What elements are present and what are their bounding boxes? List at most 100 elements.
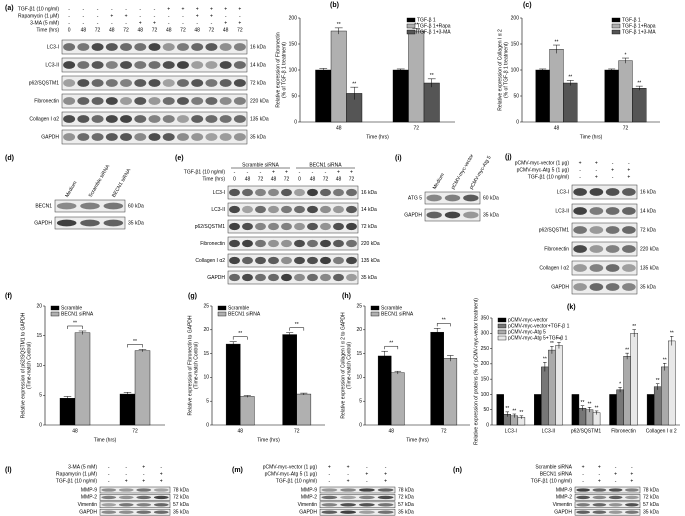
band-signal	[444, 194, 461, 202]
band-signal	[136, 503, 152, 507]
condition-label: pCMV-myc-Atg 5 (1 μg)	[517, 167, 570, 173]
y-tick-label: 0	[516, 119, 519, 125]
band-signal	[622, 283, 636, 291]
band-signal	[242, 205, 253, 214]
band-signal	[605, 283, 620, 291]
band-signal	[622, 226, 636, 234]
bar	[225, 343, 241, 426]
lane-symbol: -	[83, 6, 85, 12]
error-bar	[622, 57, 629, 64]
band-signal	[377, 503, 394, 507]
band-signal	[573, 188, 587, 196]
y-tick-label: 0	[206, 422, 209, 428]
band-signal	[333, 239, 344, 248]
bar	[391, 372, 405, 426]
lane-symbol: +	[630, 471, 633, 477]
band-signal	[134, 43, 147, 51]
bar	[315, 69, 332, 123]
lane-symbol: -	[143, 471, 145, 477]
x-tick-label: 48	[72, 428, 78, 434]
condition-label: 3-MA (5 mM)	[68, 464, 97, 470]
bar	[443, 358, 458, 426]
legend-label: TGF-β 1	[622, 17, 641, 23]
band-signal	[162, 133, 175, 141]
band-signal	[233, 43, 246, 51]
band-label: Collagen I α2	[29, 116, 59, 122]
panel-label: (a)	[5, 5, 14, 12]
condition-label: Rapamycin (1 μM)	[18, 13, 59, 19]
y-tick-label: 0	[486, 422, 489, 428]
significance: **	[625, 347, 629, 353]
band-size: 35 kDa	[643, 510, 659, 516]
lane-symbol: +	[347, 478, 350, 484]
band-label: LC3-I	[213, 190, 225, 196]
lane-symbol: -	[168, 13, 170, 19]
bar	[630, 333, 638, 426]
lane-symbol: +	[139, 20, 142, 26]
bar	[616, 389, 624, 426]
x-tick-label: LC3-I	[505, 428, 517, 434]
panel-label: (f)	[5, 293, 12, 300]
bar	[618, 60, 633, 123]
lane-symbol: -	[139, 6, 141, 12]
band-signal	[608, 488, 623, 492]
band-signal	[77, 43, 90, 51]
lane-symbol: -	[299, 169, 301, 175]
x-tick-label: 72	[132, 428, 138, 434]
panel-label: (l)	[5, 467, 12, 474]
band-signal	[321, 510, 338, 514]
y-tick-label: 10	[36, 363, 42, 369]
band-label: LC3-II	[211, 207, 225, 213]
band-signal	[320, 239, 331, 248]
band-signal	[56, 202, 77, 210]
lane-symbol: 48	[81, 27, 87, 33]
band-signal	[176, 61, 189, 69]
lane-symbol: -	[239, 13, 241, 19]
band-signal	[91, 133, 104, 141]
error-bar	[63, 396, 72, 401]
panel-label: (d)	[5, 155, 14, 162]
lane-symbol: -	[182, 20, 184, 26]
significance: **	[512, 408, 516, 414]
x-axis-label: Time (hrs)	[406, 437, 429, 443]
band-signal	[118, 503, 134, 507]
legend-label: BECN1 siRNA	[381, 311, 414, 317]
band-label: LC3-I	[47, 44, 59, 50]
bracket	[232, 336, 248, 340]
band-signal	[229, 256, 240, 265]
error-bar	[229, 341, 237, 347]
lane-symbol: -	[68, 6, 70, 12]
band-label: Fibronectin	[544, 246, 569, 252]
band-signal	[91, 97, 104, 105]
bar	[296, 393, 312, 426]
band-size: 16 kDa	[250, 44, 266, 50]
lane-symbol: +	[125, 478, 128, 484]
lane-symbol: -	[154, 13, 156, 19]
lane-symbol: -	[325, 169, 327, 175]
band-signal	[153, 488, 169, 492]
lane-symbol: -	[108, 478, 110, 484]
legend-swatch	[406, 23, 416, 29]
band-signal	[148, 79, 161, 87]
legend-swatch	[406, 17, 416, 23]
y-tick-label: 15	[203, 351, 209, 357]
blot-strip	[319, 508, 396, 516]
lane-symbol: 48	[223, 27, 229, 33]
y-tick-label: 20	[36, 303, 42, 309]
significance: **	[337, 22, 341, 28]
significance: **	[555, 39, 559, 45]
lane-symbol: -	[83, 13, 85, 19]
band-signal	[134, 115, 147, 123]
lane-symbol: +	[224, 20, 227, 26]
band-signal	[573, 283, 587, 291]
y-tick-label: 10	[203, 375, 209, 381]
lane-symbol: -	[260, 169, 262, 175]
band-signal	[205, 79, 218, 87]
significance: **	[663, 358, 667, 364]
panel-label: (k)	[567, 304, 576, 311]
lane-symbol: 72	[323, 176, 329, 182]
significance: **	[519, 410, 523, 416]
band-signal	[229, 222, 240, 231]
band-signal	[148, 43, 161, 51]
